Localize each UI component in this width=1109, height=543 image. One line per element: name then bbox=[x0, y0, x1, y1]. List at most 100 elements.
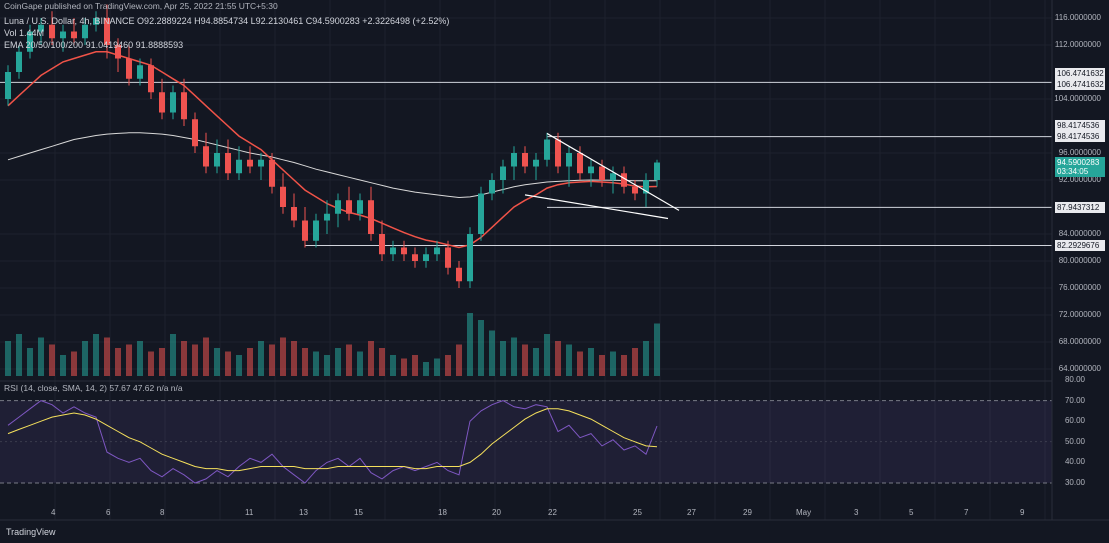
volume-bar bbox=[104, 337, 110, 376]
candle bbox=[313, 213, 319, 248]
candle bbox=[60, 24, 66, 52]
candle bbox=[511, 146, 517, 180]
candle bbox=[93, 11, 99, 32]
volume-bar bbox=[533, 348, 539, 376]
candle bbox=[357, 193, 363, 221]
candle bbox=[236, 146, 242, 180]
rsi-tick-label: 80.00 bbox=[1064, 375, 1085, 384]
volume-bar bbox=[269, 344, 275, 376]
volume-bar bbox=[346, 344, 352, 376]
candle bbox=[16, 45, 22, 79]
candle bbox=[610, 166, 616, 194]
time-tick-label: 25 bbox=[633, 508, 642, 517]
candle bbox=[522, 146, 528, 174]
candle bbox=[280, 173, 286, 214]
price-tick-label: 96.0000000 bbox=[1058, 148, 1101, 157]
current-price-tag: 94.5900283 03:34:05 bbox=[1055, 157, 1105, 177]
volume-bar bbox=[313, 351, 319, 376]
rsi-tick-label: 30.00 bbox=[1064, 478, 1085, 487]
volume-bar bbox=[544, 334, 550, 376]
time-tick-label: 5 bbox=[909, 508, 914, 517]
volume-bar bbox=[159, 348, 165, 376]
candle bbox=[456, 261, 462, 288]
candle bbox=[467, 227, 473, 288]
volume-bar bbox=[500, 341, 506, 376]
time-tick-label: 18 bbox=[438, 508, 447, 517]
candle bbox=[71, 18, 77, 45]
time-tick-label: 29 bbox=[743, 508, 752, 517]
price-tick-label: 76.0000000 bbox=[1058, 283, 1101, 292]
candle bbox=[599, 159, 605, 187]
volume-bar bbox=[467, 313, 473, 376]
price-tick-label: 68.0000000 bbox=[1058, 337, 1101, 346]
time-tick-label: 27 bbox=[687, 508, 696, 517]
time-tick-label: 8 bbox=[160, 508, 165, 517]
tradingview-logo[interactable]: TradingView bbox=[6, 527, 56, 537]
price-tick-label: 80.0000000 bbox=[1058, 256, 1101, 265]
symbol-ohlc-line[interactable]: Luna / U.S. Dollar, 4h, BINANCE O92.2889… bbox=[4, 16, 450, 26]
volume-bar bbox=[566, 344, 572, 376]
volume-bar bbox=[599, 355, 605, 376]
volume-legend[interactable]: Vol 1.44M bbox=[4, 28, 45, 38]
price-tick-label: 116.0000000 bbox=[1054, 13, 1101, 22]
time-tick-label: May bbox=[796, 508, 812, 517]
volume-bar bbox=[511, 337, 517, 376]
volume-bar bbox=[357, 351, 363, 376]
rsi-ma-line bbox=[7, 408, 658, 472]
time-tick-label: 4 bbox=[51, 508, 56, 517]
volume-bar bbox=[654, 323, 660, 376]
volume-bar bbox=[280, 337, 286, 376]
candle bbox=[38, 18, 44, 45]
candle bbox=[148, 58, 154, 99]
volume-bar bbox=[16, 334, 22, 376]
rsi-legend[interactable]: RSI (14, close, SMA, 14, 2) 57.67 47.62 … bbox=[4, 383, 183, 393]
time-tick-label: 9 bbox=[1020, 508, 1025, 517]
volume-bar bbox=[203, 337, 209, 376]
candle bbox=[170, 85, 176, 120]
candle bbox=[401, 240, 407, 261]
time-tick-label: 15 bbox=[354, 508, 363, 517]
volume-bar bbox=[478, 320, 484, 376]
volume-bar bbox=[643, 341, 649, 376]
price-tick-label: 104.0000000 bbox=[1054, 94, 1101, 103]
volume-bar bbox=[71, 351, 77, 376]
horizontal-levels bbox=[0, 81, 1052, 247]
candle bbox=[291, 193, 297, 228]
volume-bar bbox=[214, 348, 220, 376]
volume-bar bbox=[181, 341, 187, 376]
volume-bar bbox=[192, 344, 198, 376]
volume-bar bbox=[324, 355, 330, 376]
candle bbox=[214, 139, 220, 174]
volume-bar bbox=[368, 341, 374, 376]
level-price-tag: 98.4174536 bbox=[1055, 120, 1105, 131]
rsi-tick-label: 60.00 bbox=[1064, 416, 1085, 426]
volume-bar bbox=[82, 341, 88, 376]
candle bbox=[27, 24, 33, 59]
candle bbox=[434, 240, 440, 261]
time-tick-label: 7 bbox=[964, 508, 969, 517]
candle bbox=[654, 159, 660, 187]
rsi-tick-label: 40.00 bbox=[1064, 457, 1085, 467]
price-tick-label: 84.0000000 bbox=[1058, 229, 1101, 238]
time-tick-label: 11 bbox=[245, 508, 254, 517]
candle bbox=[445, 240, 451, 275]
candle bbox=[632, 180, 638, 201]
candle bbox=[621, 166, 627, 194]
candle bbox=[104, 4, 110, 59]
candle bbox=[566, 146, 572, 187]
candle bbox=[269, 153, 275, 194]
price-tick-label: 64.0000000 bbox=[1058, 364, 1101, 373]
candle bbox=[533, 153, 539, 180]
level-price-tag: 82.2929676 bbox=[1055, 240, 1105, 251]
volume-bar bbox=[335, 348, 341, 376]
time-tick-label: 3 bbox=[854, 508, 859, 517]
candle bbox=[247, 146, 253, 174]
candle bbox=[115, 38, 121, 72]
rsi-line bbox=[7, 400, 658, 484]
volume-bar bbox=[302, 348, 308, 376]
time-tick-label: 20 bbox=[492, 508, 501, 517]
candle bbox=[159, 78, 165, 120]
ema-legend[interactable]: EMA 20/50/100/200 91.0419460 91.8888593 bbox=[4, 40, 184, 50]
candle bbox=[390, 240, 396, 261]
